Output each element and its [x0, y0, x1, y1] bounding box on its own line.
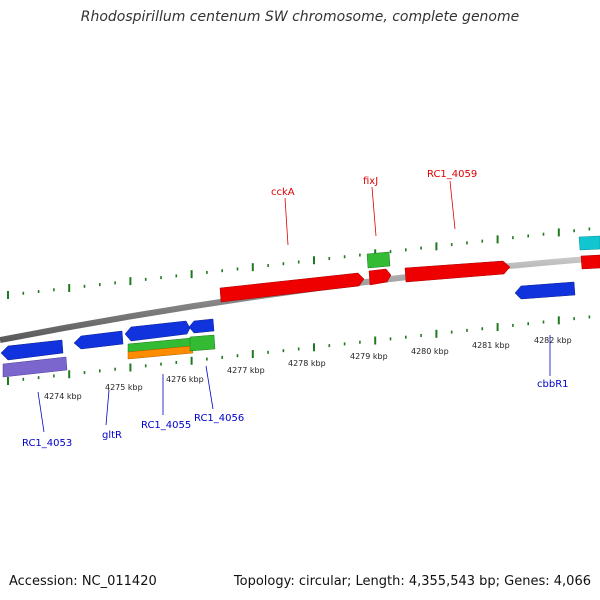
- gene-RC1_4053-purple[interactable]: [2, 356, 68, 378]
- gene-label-RC1_4055[interactable]: RC1_4055: [141, 420, 191, 431]
- kbp-label: 4278 kbp: [288, 359, 326, 368]
- chromosome-backbone: [0, 255, 600, 343]
- gene-blue-4282[interactable]: [514, 281, 576, 300]
- kbp-label: 4276 kbp: [166, 375, 204, 384]
- map-title: Rhodospirillum centenum SW chromosome, c…: [80, 9, 520, 25]
- gene-label-RC1_4056[interactable]: RC1_4056: [194, 413, 244, 424]
- kbp-label: 4277 kbp: [227, 366, 265, 375]
- kbp-label: 4279 kbp: [350, 352, 388, 361]
- gene-RC1_4056-green[interactable]: [189, 334, 216, 352]
- lower-label-group: RC1_4053 gltR RC1_4055 RC1_4056 cbbR1: [22, 379, 569, 449]
- kbp-label: 4274 kbp: [44, 392, 82, 401]
- gene-label-cbbR1[interactable]: cbbR1: [537, 379, 569, 390]
- kbp-label-group: 4274 kbp 4275 kbp 4276 kbp 4277 kbp 4278…: [44, 336, 572, 401]
- gene-RC1_4055-orange[interactable]: [127, 345, 194, 360]
- gene-cckA[interactable]: [219, 272, 365, 303]
- gene-gltR[interactable]: [73, 330, 124, 350]
- lower-leader-lines: [37, 335, 551, 433]
- upper-tick-row: [7, 227, 591, 299]
- upper-leader-lines: [284, 180, 456, 246]
- kbp-label: 4281 kbp: [472, 341, 510, 350]
- accession-text: Accession: NC_011420: [9, 574, 157, 589]
- gene-RC1_4055-blue[interactable]: [124, 320, 191, 342]
- kbp-label: 4280 kbp: [411, 347, 449, 356]
- gene-upper-red-edge[interactable]: [580, 254, 600, 270]
- gene-RC1_4059[interactable]: [404, 260, 511, 283]
- gene-fixJ-red[interactable]: [368, 268, 392, 286]
- kbp-label: 4282 kbp: [534, 336, 572, 345]
- gene-label-gltR[interactable]: gltR: [102, 430, 122, 441]
- lower-tick-row: [7, 315, 591, 385]
- upper-label-group: cckA fixJ RC1_4059: [271, 169, 477, 198]
- gene-RC1_4053-blue[interactable]: [0, 339, 64, 361]
- kbp-label: 4275 kbp: [105, 383, 143, 392]
- topology-text: Topology: circular; Length: 4,355,543 bp…: [233, 574, 591, 589]
- gene-fixJ-green[interactable]: [366, 251, 391, 269]
- gene-cyan-edge[interactable]: [578, 235, 600, 251]
- gene-RC1_4056-blue[interactable]: [188, 318, 215, 334]
- gene-label-cckA[interactable]: cckA: [271, 187, 295, 198]
- gene-label-fixJ[interactable]: fixJ: [363, 176, 378, 187]
- gene-label-RC1_4059[interactable]: RC1_4059: [427, 169, 477, 180]
- gene-label-RC1_4053[interactable]: RC1_4053: [22, 438, 72, 449]
